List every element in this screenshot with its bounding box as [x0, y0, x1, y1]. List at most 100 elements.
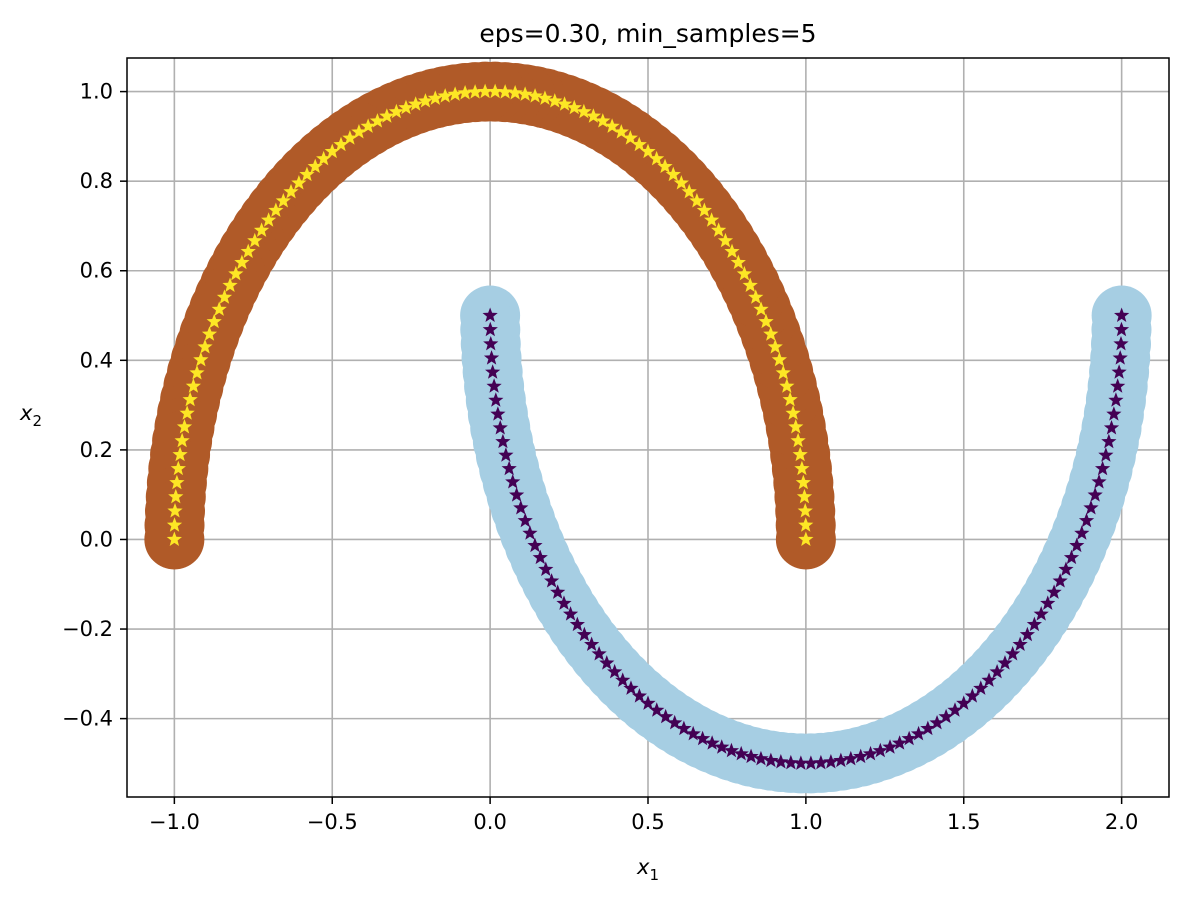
- cluster-1-star-point: [813, 754, 829, 770]
- cluster-0-star-point: [779, 378, 795, 393]
- cluster-1-group: [460, 285, 1152, 794]
- cluster-1-star-point: [704, 735, 720, 750]
- cluster-0-star-point: [798, 531, 814, 546]
- cluster-0-star-point: [724, 243, 740, 259]
- cluster-1-star-point: [584, 636, 600, 652]
- cluster-1-star-point: [1098, 447, 1114, 462]
- cluster-0-star-point: [795, 474, 811, 490]
- cluster-1-star-point: [783, 754, 799, 770]
- x-tick-label: 0.5: [631, 810, 664, 834]
- cluster-0-star-point: [730, 254, 746, 270]
- cluster-1-star-point: [981, 672, 997, 687]
- cluster-1-star-point: [501, 460, 517, 476]
- cluster-1-star-point: [763, 752, 779, 768]
- cluster-0-star-point: [447, 86, 463, 101]
- cluster-1-star-point: [1087, 487, 1103, 502]
- cluster-0-star-point: [782, 391, 798, 407]
- cluster-1-star-point: [513, 500, 529, 515]
- cluster-0-star-point: [790, 432, 806, 448]
- cluster-0-star-point: [467, 84, 483, 99]
- cluster-1-star-point: [1113, 335, 1129, 351]
- cluster-1-star-point: [685, 725, 701, 741]
- y-axis-title-main: x: [19, 401, 33, 425]
- cluster-0-star-point: [537, 90, 553, 105]
- cluster-1-star-point: [1058, 561, 1074, 576]
- cluster-1-star-point: [490, 406, 506, 421]
- cluster-1-star-point: [1110, 378, 1126, 393]
- cluster-0-star-point: [517, 86, 533, 101]
- cluster-0-group: [144, 61, 836, 570]
- cluster-1-star-point: [495, 433, 511, 449]
- cluster-1-star-point: [483, 335, 499, 351]
- cluster-0-star-point: [185, 378, 202, 393]
- cluster-1-star-point: [1111, 364, 1127, 379]
- cluster-1-star-point: [527, 537, 543, 553]
- cluster-1-star-point: [505, 473, 521, 489]
- y-tick-label: 1.0: [80, 80, 113, 104]
- cluster-0-star-point: [324, 143, 340, 159]
- cluster-1-star-point: [938, 708, 954, 724]
- plot-area: [144, 61, 1152, 794]
- cluster-1-star-point: [1114, 307, 1130, 322]
- cluster-1-star-point: [1026, 616, 1043, 632]
- cluster-1-star-point: [843, 750, 859, 766]
- cluster-0-star-point: [193, 351, 209, 367]
- cluster-1-star-point: [714, 739, 730, 754]
- cluster-0-star-point: [736, 265, 752, 281]
- cluster-1-star-point: [823, 754, 839, 769]
- cluster-1-star-point: [649, 702, 665, 717]
- cluster-1-star-point: [753, 750, 769, 766]
- cluster-0-star-point: [172, 446, 188, 462]
- cluster-1-star-point: [509, 487, 525, 502]
- cluster-1-star-point: [997, 655, 1013, 670]
- cluster-1-star-point: [743, 748, 759, 764]
- x-axis-title-main: x: [636, 855, 650, 879]
- cluster-1-star-point: [833, 752, 849, 768]
- cluster-1-star-point: [1069, 537, 1085, 553]
- cluster-0-star-point: [299, 166, 315, 182]
- cluster-1-star-point: [556, 595, 572, 610]
- cluster-1-star-point: [1112, 350, 1128, 365]
- cluster-1-star-point: [676, 720, 692, 736]
- cluster-0-star-point: [771, 351, 787, 367]
- cluster-0-star-point: [182, 391, 198, 407]
- y-tick-label: −0.2: [62, 617, 113, 641]
- cluster-0-star-point: [507, 85, 523, 100]
- cluster-1-star-point: [733, 745, 749, 761]
- cluster-0-star-point: [240, 243, 256, 259]
- cluster-0-star-point: [253, 222, 270, 237]
- cluster-1-star-point: [947, 702, 963, 717]
- cluster-0-star-point: [487, 83, 503, 99]
- cluster-0-star-point: [622, 130, 638, 145]
- cluster-0-star-point: [211, 301, 227, 316]
- cluster-0-star-point: [753, 301, 769, 316]
- y-axis: −0.4 −0.2 0.0 0.2 0.4 0.6 0.8 1.0: [62, 80, 127, 731]
- x-tick-label: 0.0: [473, 810, 506, 834]
- cluster-1-star-point: [920, 720, 936, 736]
- cluster-1-star-point: [862, 745, 879, 761]
- y-tick-label: 0.2: [80, 438, 113, 462]
- cluster-0-star-point: [792, 446, 808, 462]
- cluster-1-star-point: [631, 688, 648, 703]
- cluster-0-star-point: [189, 365, 205, 380]
- cluster-0-star-point: [796, 488, 813, 504]
- cluster-0-star-point: [457, 85, 473, 100]
- chart-title: eps=0.30, min_samples=5: [479, 19, 816, 48]
- cluster-1-star-point: [483, 350, 500, 365]
- x-tick-label: 1.5: [947, 810, 980, 834]
- cluster-1-star-point: [550, 584, 566, 599]
- x-tick-label: 1.0: [789, 810, 822, 834]
- cluster-0-star-point: [631, 136, 647, 152]
- cluster-0-star-point: [398, 99, 414, 115]
- cluster-0-star-point: [711, 222, 727, 237]
- cluster-0-star-point: [417, 93, 434, 108]
- cluster-0-star-point: [166, 517, 183, 532]
- cluster-0-star-point: [179, 405, 195, 420]
- cluster-1-star-point: [591, 646, 607, 661]
- cluster-0-star-point: [704, 212, 720, 227]
- cluster-0-star-point: [167, 503, 183, 518]
- cluster-1-star-point: [793, 755, 809, 770]
- cluster-0-star-point: [174, 432, 190, 448]
- cluster-0-star-point: [798, 517, 814, 532]
- cluster-1-star-point: [517, 512, 533, 528]
